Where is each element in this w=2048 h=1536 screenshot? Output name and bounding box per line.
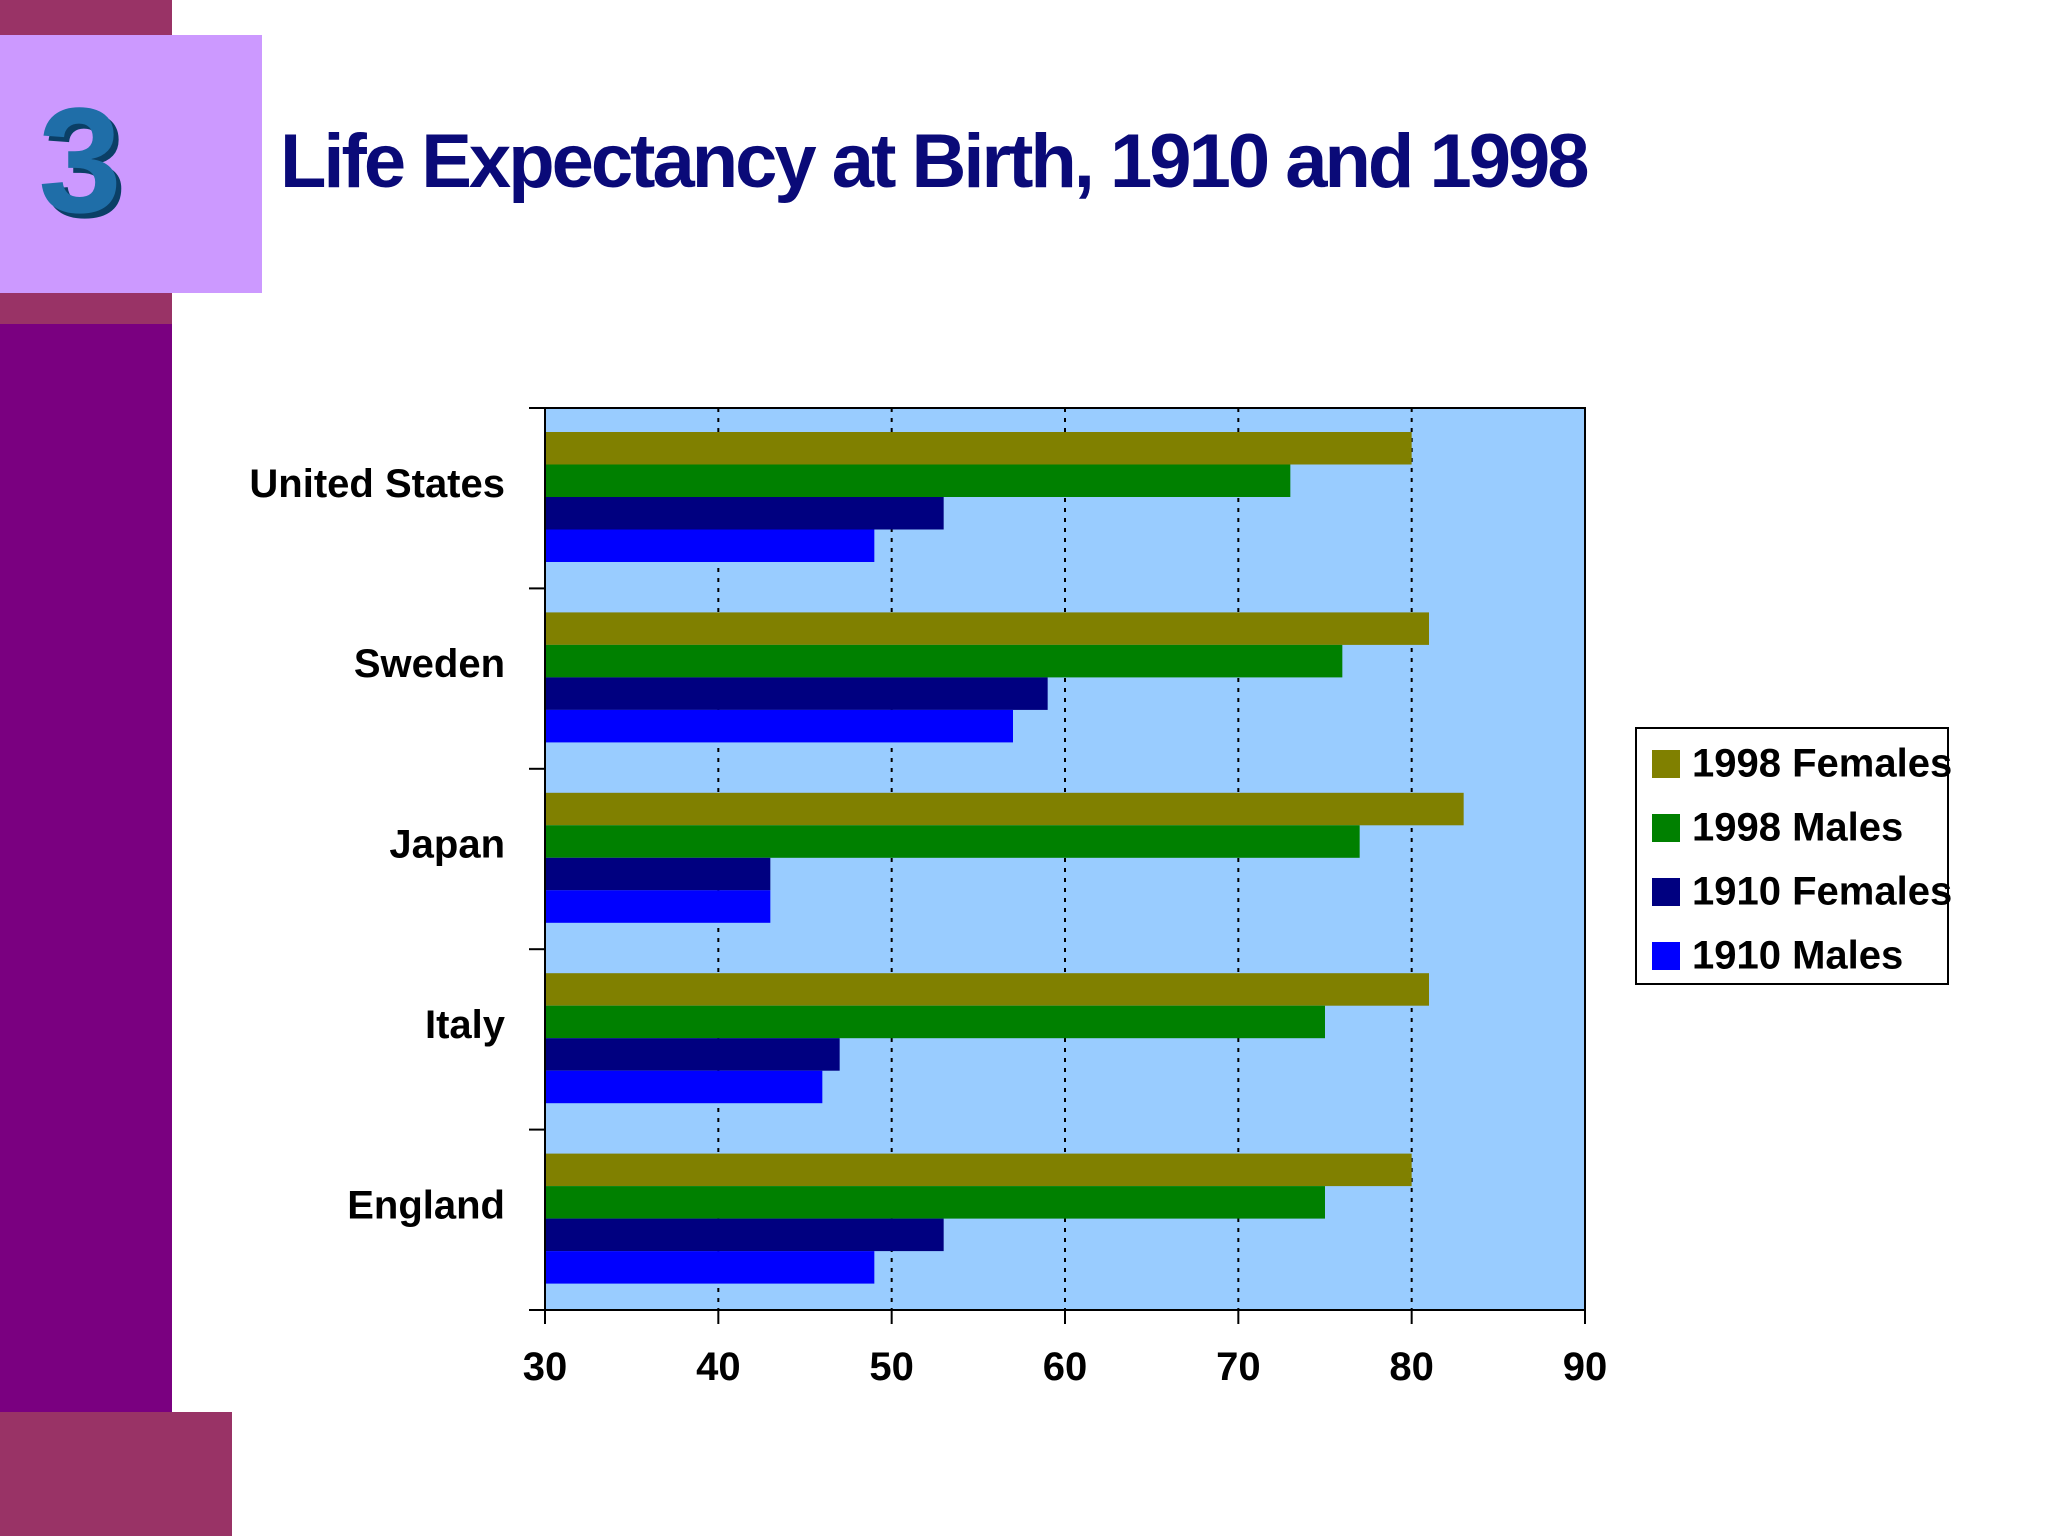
legend-entry: 1998 Females — [1692, 742, 1952, 786]
bar-italy-1998-females — [545, 973, 1429, 1006]
bar-japan-1998-females — [545, 792, 1464, 826]
slide-number: 3 — [38, 76, 122, 244]
legend-box — [1635, 727, 1949, 985]
bar-united-states-1998-males — [545, 464, 1291, 497]
x-tick-label: 30 — [523, 1345, 568, 1389]
slide-number-box — [0, 35, 262, 293]
x-tick-label: 90 — [1563, 1345, 1608, 1389]
slide-title: Life Expectancy at Birth, 1910 and 1998 — [280, 119, 1590, 204]
x-tick-label: 60 — [1043, 1345, 1088, 1389]
category-label: Sweden — [354, 642, 505, 686]
bar-italy-1998-males — [545, 1005, 1325, 1039]
legend-swatch — [1652, 878, 1680, 906]
bar-sweden-1910-females — [545, 677, 1048, 710]
bar-united-states-1910-males — [545, 529, 875, 562]
bar-sweden-1998-males — [545, 644, 1343, 678]
x-tick-label: 80 — [1389, 1345, 1434, 1389]
bar-united-states-1910-females — [545, 497, 944, 530]
category-label: United States — [249, 462, 505, 506]
legend-entry: 1910 Males — [1692, 934, 1903, 978]
bar-japan-1910-males — [545, 890, 771, 923]
bar-japan-1910-females — [545, 857, 771, 891]
bar-sweden-1998-females — [545, 612, 1429, 645]
legend-swatch — [1652, 942, 1680, 970]
bar-italy-1910-males — [545, 1070, 823, 1104]
plot-area: United States Sweden Japan Italy England 30 40… — [249, 407, 1608, 1389]
bar-japan-1998-males — [545, 825, 1360, 858]
bar-england-1910-males — [545, 1251, 875, 1284]
bar-england-1910-females — [545, 1218, 944, 1252]
x-tick-label: 50 — [869, 1345, 914, 1389]
legend-swatch — [1652, 814, 1680, 842]
category-label: England — [347, 1183, 505, 1227]
category-label: Italy — [425, 1003, 506, 1047]
bar-england-1998-males — [545, 1186, 1325, 1219]
bottom-accent-block — [0, 1412, 232, 1536]
x-tick-label: 70 — [1216, 1345, 1261, 1389]
bar-united-states-1998-females — [545, 432, 1412, 465]
x-tick-label: 40 — [696, 1345, 741, 1389]
bar-england-1998-females — [545, 1153, 1412, 1187]
legend-swatch — [1652, 750, 1680, 778]
legend-entry: 1910 Females — [1692, 870, 1952, 914]
bar-sweden-1910-males — [545, 709, 1013, 743]
sidebar-accent-band — [0, 292, 172, 324]
sidebar-top-band — [0, 0, 172, 36]
bar-italy-1910-females — [545, 1038, 840, 1071]
legend: 1998 Females 1998 Males 1910 Females 1910 M… — [1635, 727, 1952, 985]
category-label: Japan — [389, 823, 505, 867]
legend-entry: 1998 Males — [1692, 806, 1903, 850]
